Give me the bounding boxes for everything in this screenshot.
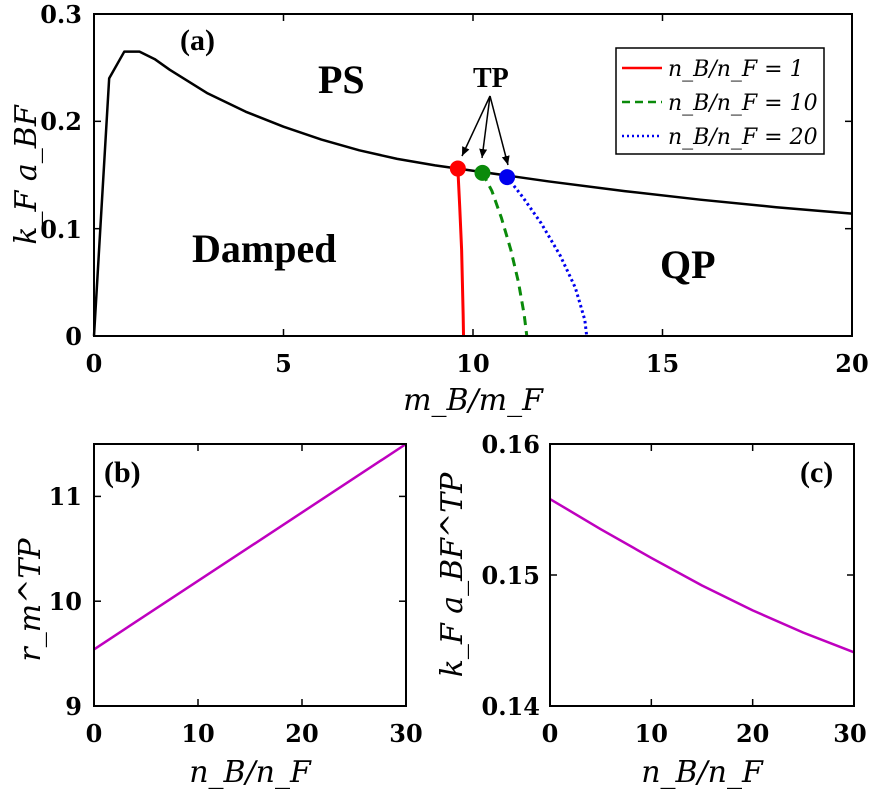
panel-a-series-nb-nf-1 — [456, 168, 466, 337]
panel-b-frame — [93, 443, 407, 707]
region-ps-label: PS — [318, 57, 365, 102]
panel-b-ytick-2: 11 — [49, 482, 82, 511]
tp-arrow-2 — [479, 95, 491, 159]
panel-a-xtick-0: 0 — [86, 349, 103, 378]
legend-label-3: n_B/n_F = 20 — [668, 125, 818, 150]
panel-b-xtick-1: 10 — [181, 719, 214, 748]
panel-a-ylabel: k_F a_BF — [9, 104, 44, 244]
panel-b: 9 10 11 0 10 20 30 n_B/n_F r_m^TP (b) — [13, 442, 423, 790]
panel-a-xtick-3: 15 — [646, 349, 679, 378]
tp-arrow-3 — [489, 95, 510, 166]
panel-a-series-nb-nf-10 — [481, 172, 529, 337]
panel-b-xtick-0: 0 — [86, 719, 103, 748]
tp-point-1 — [449, 160, 466, 177]
tp-point-2 — [474, 164, 491, 181]
panel-a-ytick-0: 0 — [65, 322, 82, 351]
panel-c-lines — [549, 497, 855, 654]
panel-c-ylabel: k_F a_BF^TP — [435, 472, 470, 677]
panel-c-series-kfa — [549, 497, 855, 654]
panel-a-frame — [93, 13, 853, 337]
tp-annotation: TP — [473, 63, 509, 94]
panel-c-xtick-2: 20 — [736, 719, 769, 748]
panel-c-xtick-0: 0 — [542, 719, 559, 748]
panel-a-ytick-1: 0.1 — [40, 215, 82, 244]
legend-label-2: n_B/n_F = 10 — [668, 91, 818, 116]
panel-b-series-rm — [93, 442, 407, 651]
panel-a-tag: (a) — [180, 24, 215, 57]
panel-a-points — [449, 160, 516, 186]
panel-a: 0 0.1 0.2 0.3 0 5 10 15 20 m_B/m_F k_F a… — [9, 0, 869, 418]
panel-a-series-nb-nf-20 — [505, 176, 589, 337]
panel-c-frame — [549, 443, 855, 707]
region-damped-label: Damped — [192, 226, 336, 271]
panel-a-ytick-2: 0.2 — [40, 107, 82, 136]
panel-a-xlabel: m_B/m_F — [403, 383, 544, 418]
tp-arrow-1 — [461, 95, 491, 157]
panel-b-ytick-1: 10 — [49, 587, 82, 616]
panel-c-ytick-0: 0.14 — [482, 692, 540, 721]
panel-b-ylabel: r_m^TP — [13, 538, 48, 662]
panel-a-ytick-3: 0.3 — [40, 0, 82, 29]
tp-point-3 — [499, 169, 516, 186]
panel-b-tag: (b) — [104, 456, 141, 489]
panel-c-xlabel: n_B/n_F — [641, 755, 764, 790]
panel-a-lines — [92, 50, 853, 337]
panel-b-xtick-2: 20 — [285, 719, 318, 748]
panel-a-xtick-4: 20 — [835, 349, 868, 378]
legend-label-1: n_B/n_F = 1 — [668, 57, 804, 82]
legend: n_B/n_F = 1 n_B/n_F = 10 n_B/n_F = 20 — [615, 47, 825, 155]
panel-b-ticks — [93, 444, 407, 707]
panel-c: 0.14 0.15 0.16 0 10 20 30 n_B/n_F k_F a_… — [435, 430, 867, 790]
panel-b-xlabel: n_B/n_F — [189, 755, 312, 790]
panel-b-lines — [93, 442, 407, 651]
panel-c-ytick-1: 0.15 — [482, 561, 540, 590]
region-qp-label: QP — [660, 242, 716, 287]
panel-c-xtick-1: 10 — [635, 719, 668, 748]
panel-b-ytick-0: 9 — [65, 692, 82, 721]
panel-c-xtick-3: 30 — [833, 719, 866, 748]
panel-c-ytick-2: 0.16 — [482, 430, 540, 459]
panel-b-xtick-3: 30 — [389, 719, 422, 748]
panel-a-xtick-2: 10 — [456, 349, 489, 378]
panel-a-series-boundary — [92, 50, 853, 337]
panel-c-tag: (c) — [800, 456, 833, 489]
panel-a-xtick-1: 5 — [275, 349, 292, 378]
